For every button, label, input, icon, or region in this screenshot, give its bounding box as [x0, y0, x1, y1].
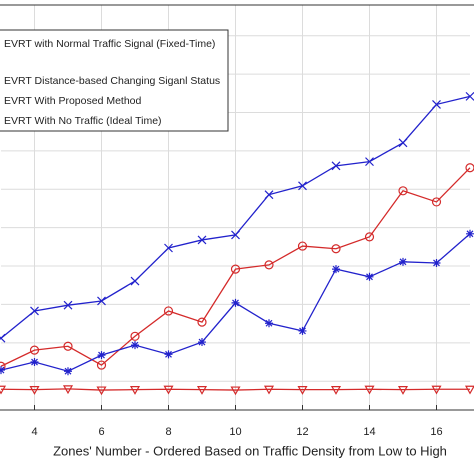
marker: [432, 258, 441, 267]
legend-label: EVRT Distance-based Changing Siganl Stat…: [4, 75, 220, 87]
marker: [131, 341, 139, 350]
marker: [0, 385, 7, 395]
marker: [230, 264, 241, 274]
marker: [464, 385, 474, 395]
x-tick-label: 4: [31, 426, 37, 438]
marker: [197, 235, 207, 245]
marker: [431, 385, 442, 395]
marker: [163, 385, 174, 395]
marker: [431, 197, 442, 207]
x-tick-label: 16: [430, 426, 442, 438]
x-axis-label: Zones' Number - Ordered Based on Traffic…: [53, 443, 447, 458]
marker: [330, 386, 342, 395]
marker: [432, 100, 441, 109]
marker: [399, 257, 407, 266]
marker: [30, 358, 39, 367]
marker: [231, 298, 240, 307]
marker: [64, 367, 72, 376]
marker: [465, 91, 474, 101]
x-tick-label: 10: [229, 426, 241, 438]
marker: [130, 331, 140, 341]
legend-label: EVRT With Proposed Method: [4, 95, 142, 107]
marker: [297, 386, 308, 395]
marker: [398, 186, 408, 196]
x-tick-label: 8: [165, 426, 171, 438]
marker: [29, 386, 40, 395]
marker: [332, 265, 340, 274]
marker: [365, 272, 374, 281]
marker: [0, 333, 6, 343]
marker: [230, 386, 241, 396]
legend: EVRT with Normal Traffic Signal (Fixed-T…: [0, 29, 229, 132]
marker: [30, 306, 39, 316]
marker: [96, 360, 107, 370]
marker: [398, 138, 408, 148]
x-tick-label: 14: [363, 426, 375, 438]
marker: [466, 229, 474, 238]
marker: [129, 386, 141, 395]
marker: [364, 232, 375, 242]
marker: [298, 326, 307, 335]
series-line: [0, 167, 471, 367]
marker: [97, 296, 106, 306]
marker: [297, 241, 308, 251]
marker: [265, 319, 273, 328]
legend-box: [0, 29, 229, 132]
marker: [231, 230, 240, 240]
marker: [197, 317, 207, 327]
marker: [264, 190, 274, 200]
marker: [397, 386, 409, 395]
marker: [96, 386, 107, 396]
marker: [331, 161, 341, 171]
marker: [0, 361, 6, 371]
marker: [465, 163, 474, 173]
marker: [29, 345, 40, 355]
marker: [298, 181, 307, 191]
marker: [263, 385, 275, 395]
marker: [130, 276, 140, 286]
marker: [164, 350, 173, 359]
x-tick-label: 12: [296, 426, 308, 438]
marker: [163, 306, 174, 316]
marker: [164, 243, 173, 253]
marker: [63, 341, 73, 351]
x-tick-label: 6: [98, 426, 104, 438]
marker: [364, 385, 375, 395]
marker: [63, 300, 73, 310]
marker: [198, 338, 206, 347]
legend-label: EVRT With No Traffic (Ideal Time): [4, 115, 162, 127]
marker: [365, 157, 374, 167]
marker: [62, 385, 74, 395]
series-line: [0, 388, 470, 391]
marker: [97, 351, 106, 360]
marker: [264, 260, 274, 270]
plot-frame: [0, 4, 474, 411]
marker: [0, 366, 5, 375]
legend-label: EVRT with Normal Traffic Signal (Fixed-T…: [4, 38, 215, 50]
marker: [331, 244, 341, 254]
marker: [196, 386, 208, 395]
